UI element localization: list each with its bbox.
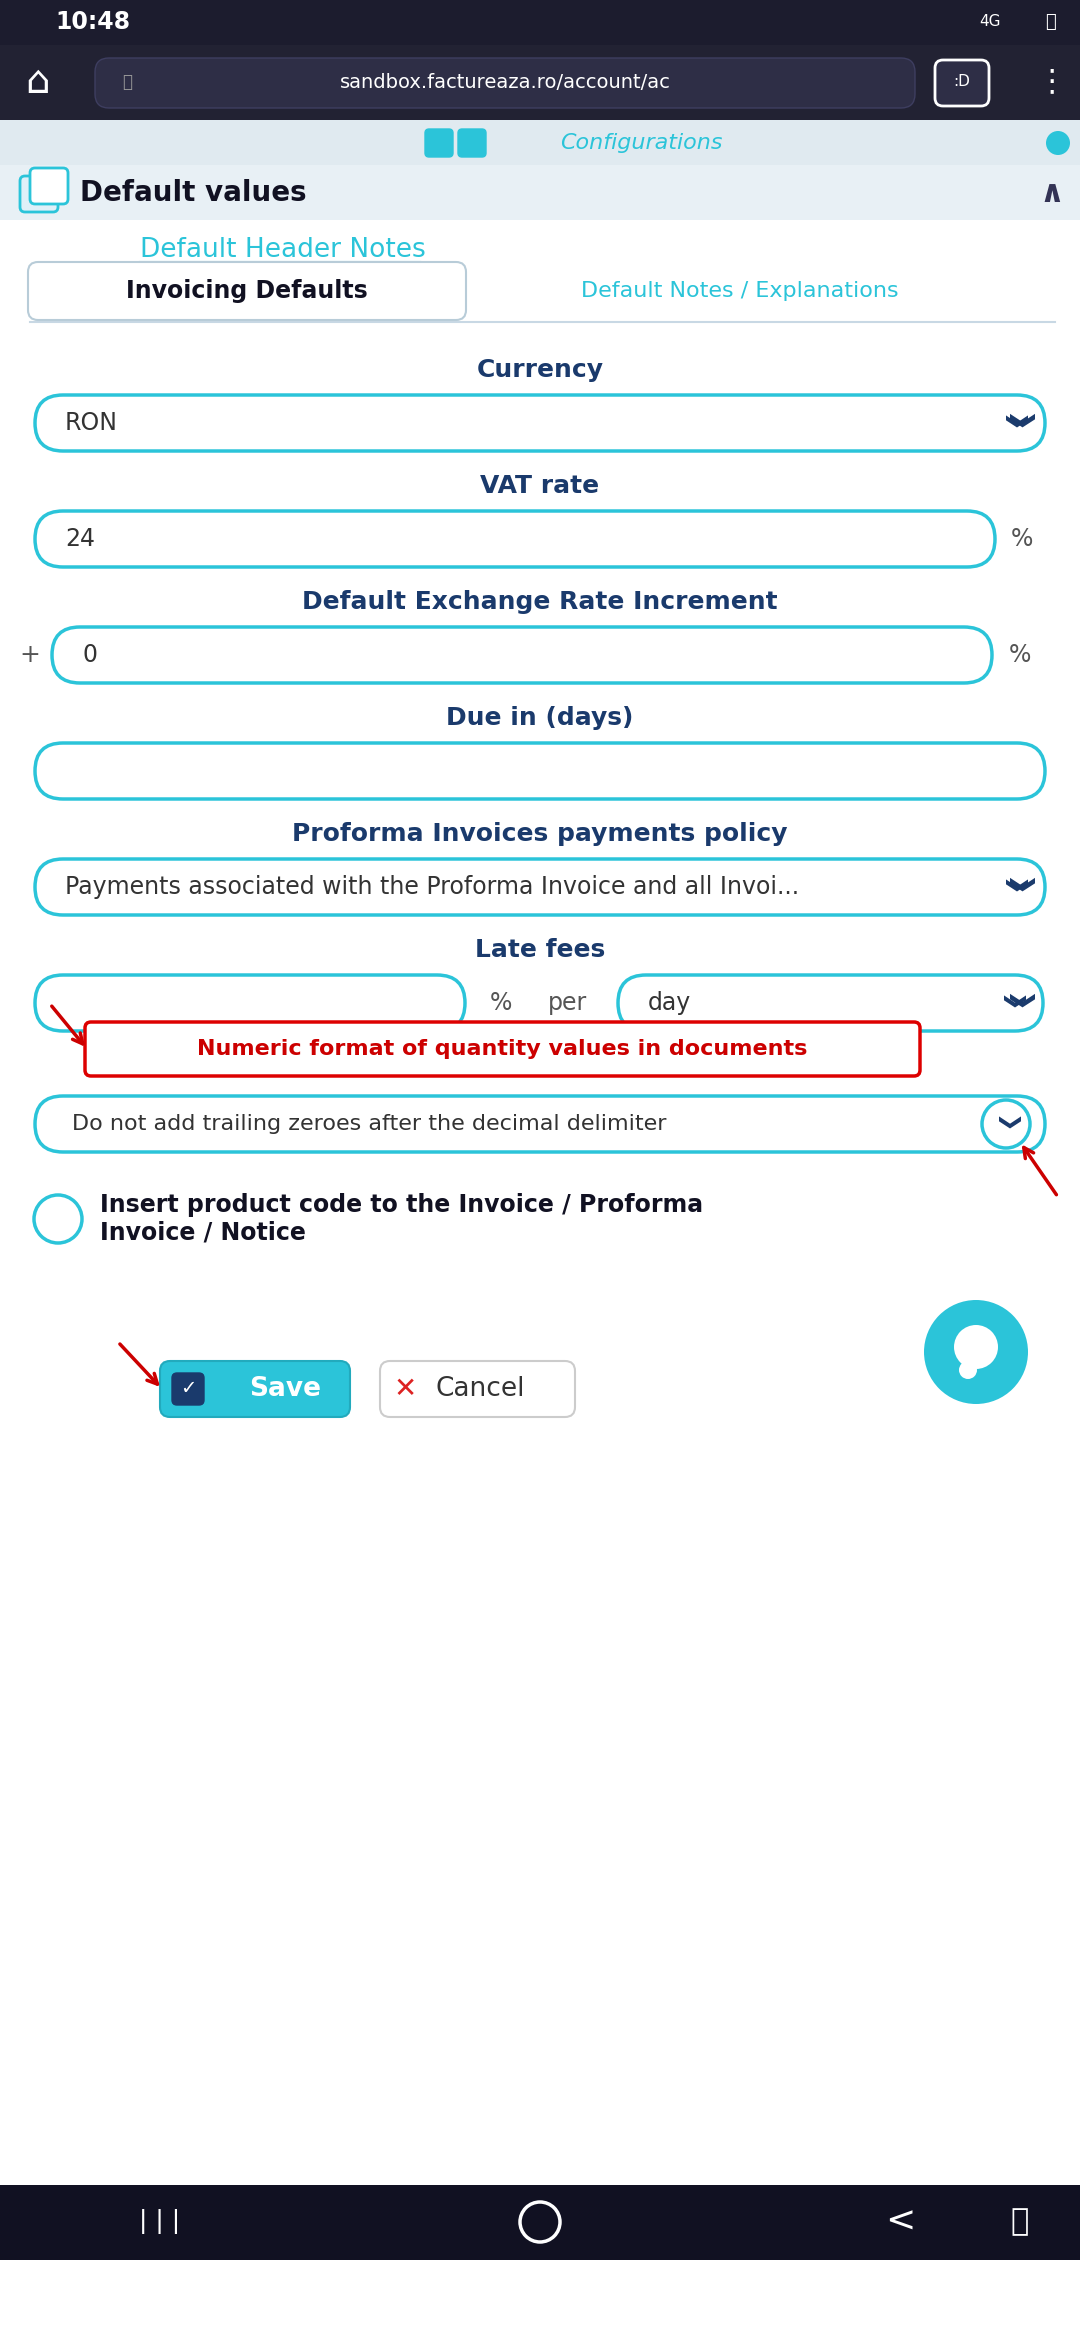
Bar bbox=[0, 166, 1080, 220]
Text: Late fees: Late fees bbox=[475, 938, 605, 962]
Circle shape bbox=[982, 1100, 1030, 1149]
FancyBboxPatch shape bbox=[52, 627, 993, 683]
FancyBboxPatch shape bbox=[85, 1023, 920, 1076]
Text: %: % bbox=[1009, 644, 1031, 667]
Text: Configurations: Configurations bbox=[561, 133, 723, 152]
Text: ❯: ❯ bbox=[1002, 414, 1024, 433]
Text: %: % bbox=[490, 992, 512, 1016]
Bar bbox=[0, 119, 1080, 166]
Text: +: + bbox=[19, 644, 40, 667]
Text: Invoicing Defaults: Invoicing Defaults bbox=[126, 278, 368, 302]
FancyBboxPatch shape bbox=[35, 1095, 1045, 1151]
Text: ⌂: ⌂ bbox=[26, 63, 51, 101]
Text: Insert product code to the Invoice / Proforma: Insert product code to the Invoice / Pro… bbox=[100, 1193, 703, 1217]
FancyBboxPatch shape bbox=[380, 1362, 575, 1418]
Text: Do not add trailing zeroes after the decimal delimiter: Do not add trailing zeroes after the dec… bbox=[72, 1114, 666, 1135]
Text: ❯: ❯ bbox=[1005, 412, 1030, 433]
Circle shape bbox=[33, 1196, 82, 1243]
Bar bbox=[0, 0, 1080, 44]
Text: ✕: ✕ bbox=[393, 1376, 417, 1404]
Text: 4G: 4G bbox=[980, 14, 1001, 30]
Text: Numeric format of quantity values in documents: Numeric format of quantity values in doc… bbox=[197, 1039, 807, 1060]
Text: Payments associated with the Proforma Invoice and all Invoi...: Payments associated with the Proforma In… bbox=[65, 875, 799, 899]
Text: ❯: ❯ bbox=[1002, 878, 1024, 896]
Text: ❯: ❯ bbox=[1005, 878, 1030, 899]
Circle shape bbox=[924, 1301, 1028, 1404]
Text: ❯: ❯ bbox=[1000, 994, 1022, 1013]
Text: 🚶: 🚶 bbox=[1011, 2207, 1029, 2237]
FancyBboxPatch shape bbox=[935, 61, 989, 105]
Text: VAT rate: VAT rate bbox=[481, 475, 599, 498]
Text: Cancel: Cancel bbox=[435, 1376, 525, 1402]
Text: Proforma Invoices payments policy: Proforma Invoices payments policy bbox=[293, 821, 787, 847]
Text: ❯: ❯ bbox=[995, 1114, 1017, 1133]
Text: ∧: ∧ bbox=[1040, 178, 1065, 208]
FancyBboxPatch shape bbox=[35, 744, 1045, 798]
Circle shape bbox=[954, 1324, 998, 1369]
Text: RON: RON bbox=[65, 412, 118, 435]
Circle shape bbox=[1047, 131, 1070, 154]
Text: 🔒: 🔒 bbox=[122, 73, 132, 91]
Text: Default values: Default values bbox=[80, 178, 307, 206]
Circle shape bbox=[959, 1362, 977, 1378]
Text: Due in (days): Due in (days) bbox=[446, 707, 634, 730]
Text: 🔋: 🔋 bbox=[1044, 14, 1055, 30]
Text: 10:48: 10:48 bbox=[55, 9, 130, 35]
FancyBboxPatch shape bbox=[458, 129, 486, 157]
Text: 24: 24 bbox=[65, 526, 95, 550]
Text: 0: 0 bbox=[82, 644, 97, 667]
Bar bbox=[0, 44, 1080, 119]
FancyBboxPatch shape bbox=[30, 168, 68, 204]
Text: Currency: Currency bbox=[476, 358, 604, 381]
FancyBboxPatch shape bbox=[172, 1374, 204, 1404]
FancyBboxPatch shape bbox=[35, 510, 995, 566]
FancyBboxPatch shape bbox=[21, 176, 58, 213]
Text: ⋮: ⋮ bbox=[1037, 68, 1067, 96]
Bar bbox=[0, 2186, 1080, 2260]
FancyBboxPatch shape bbox=[35, 976, 465, 1032]
FancyBboxPatch shape bbox=[618, 976, 1043, 1032]
Text: | | |: | | | bbox=[139, 2209, 180, 2235]
FancyBboxPatch shape bbox=[95, 58, 915, 108]
Text: Default Header Notes: Default Header Notes bbox=[140, 236, 426, 262]
Text: Save: Save bbox=[249, 1376, 321, 1402]
Text: Default Exchange Rate Increment: Default Exchange Rate Increment bbox=[302, 590, 778, 613]
Text: sandbox.factureaza.ro/account/ac: sandbox.factureaza.ro/account/ac bbox=[339, 73, 671, 91]
Text: %: % bbox=[1011, 526, 1034, 550]
Text: ❯: ❯ bbox=[1005, 992, 1030, 1013]
FancyBboxPatch shape bbox=[35, 395, 1045, 452]
Text: <: < bbox=[885, 2204, 915, 2239]
Text: ✓: ✓ bbox=[179, 1381, 197, 1399]
FancyBboxPatch shape bbox=[28, 262, 465, 321]
FancyBboxPatch shape bbox=[160, 1362, 350, 1418]
FancyBboxPatch shape bbox=[35, 859, 1045, 915]
FancyBboxPatch shape bbox=[426, 129, 453, 157]
Text: day: day bbox=[648, 992, 691, 1016]
Bar bbox=[0, 220, 1080, 2260]
Text: Invoice / Notice: Invoice / Notice bbox=[100, 1219, 306, 1245]
Text: Default Notes / Explanations: Default Notes / Explanations bbox=[581, 281, 899, 302]
Text: per: per bbox=[548, 992, 588, 1016]
Text: :D: :D bbox=[954, 75, 971, 89]
